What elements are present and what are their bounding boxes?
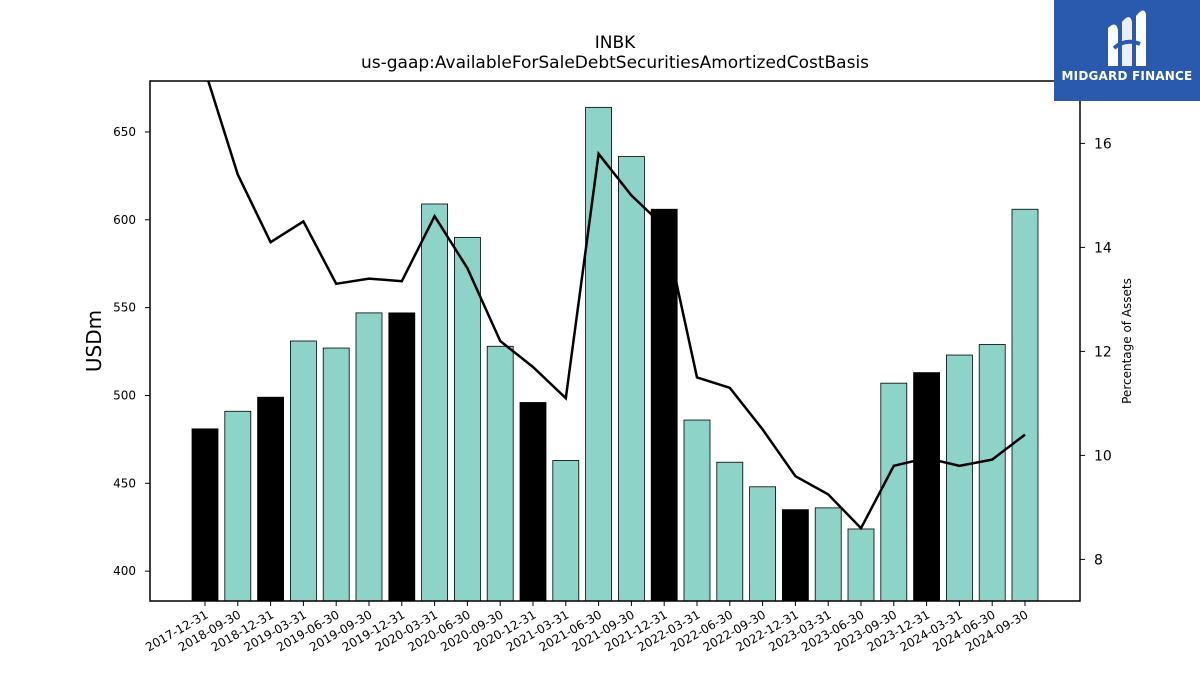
bar-2018-09-30 (224, 410, 252, 602)
bar-2019-06-30 (322, 347, 350, 602)
percentage-line-path (206, 81, 1026, 531)
percentage-line (206, 81, 1026, 531)
bar-2020-03-31 (421, 203, 449, 602)
brand-logo: MIDGARD FINANCE (1054, 0, 1200, 101)
y2-tick-label: 10 (1094, 448, 1112, 464)
bar-2019-09-30 (355, 312, 383, 602)
plot-frame (149, 80, 1081, 602)
left-axis-ticks: 400 450 500 550 600 650 (113, 125, 150, 578)
bar-2022-12-31 (782, 509, 809, 602)
bar-2023-03-31 (814, 507, 842, 602)
bar-2021-03-31 (552, 460, 580, 602)
y-tick-label: 450 (113, 476, 136, 490)
y-tick-label: 500 (113, 388, 136, 402)
bar-2018-12-31 (257, 396, 285, 602)
bar-2020-06-30 (453, 236, 481, 602)
bar-2021-12-31 (650, 208, 678, 602)
y-tick-label: 600 (113, 213, 136, 227)
bar-2020-09-30 (486, 345, 514, 602)
right-axis-ticks: 8 10 12 14 16 (1080, 136, 1112, 568)
bar-2023-06-30 (847, 528, 875, 602)
bar-2023-12-31 (913, 372, 940, 602)
y2-tick-label: 8 (1094, 552, 1103, 568)
bars (191, 106, 1039, 602)
bar-2023-09-30 (880, 382, 908, 602)
bar-2020-12-31 (519, 402, 547, 602)
y2-axis-label: Percentage of Assets (1120, 278, 1134, 404)
midgard-logo-icon (1108, 10, 1146, 67)
bar-2024-09-30 (1011, 208, 1039, 602)
x-axis-ticks: 2017-12-312018-09-302018-12-312019-03-31… (143, 601, 1031, 654)
chart-subtitle: us-gaap:AvailableForSaleDebtSecuritiesAm… (361, 53, 869, 73)
y-tick-label: 550 (113, 301, 136, 315)
bar-2021-06-30 (585, 106, 612, 602)
y-tick-label: 650 (113, 125, 136, 139)
y2-tick-label: 16 (1094, 136, 1112, 152)
bar-2017-12-31 (191, 428, 219, 602)
chart-title: INBK (595, 33, 636, 53)
bar-2019-12-31 (388, 312, 416, 602)
logo-text: MIDGARD FINANCE (1061, 69, 1193, 83)
y-tick-label: 400 (113, 564, 136, 578)
bar-2022-06-30 (716, 461, 744, 602)
bar-2022-09-30 (749, 486, 776, 602)
bar-2024-03-31 (946, 354, 973, 602)
y2-tick-label: 14 (1094, 240, 1112, 256)
y-axis-label: USDm (82, 310, 106, 372)
y2-tick-label: 12 (1094, 344, 1112, 360)
bar-2021-09-30 (618, 156, 645, 602)
bar-2024-06-30 (978, 344, 1006, 602)
bar-2019-03-31 (289, 340, 317, 602)
bar-2022-03-31 (683, 419, 711, 602)
